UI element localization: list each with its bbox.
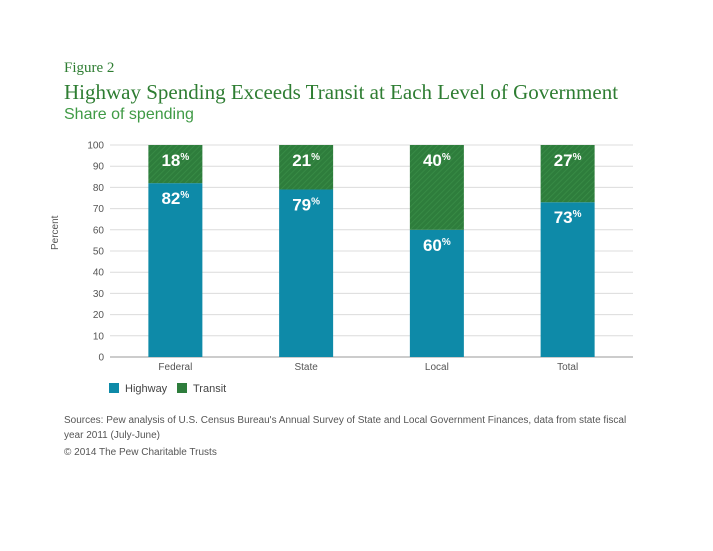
stacked-bar-chart: 82% 18% 79% 21% 60% 40% 73% 27% 0 10 20 30 40 50 60 70… [87, 141, 633, 374]
figure-label: Figure 2 [64, 60, 115, 76]
data-label-transit-local: 40% [423, 151, 451, 170]
y-tick-label-50: 50 [93, 247, 105, 258]
y-tick-label-90: 90 [93, 162, 105, 173]
data-label-highway-state: 79% [292, 196, 320, 215]
legend-item-transit: Transit [177, 383, 226, 395]
legend-label-highway: Highway [125, 383, 168, 395]
legend-swatch-highway [109, 383, 119, 393]
legend-item-highway: Highway [109, 383, 167, 395]
data-label-transit-total: 27% [554, 151, 582, 170]
x-tick-label-local: Local [425, 362, 449, 373]
bar-highway-federal [148, 183, 203, 357]
y-tick-label-60: 60 [93, 225, 105, 236]
legend-label-transit: Transit [193, 383, 227, 395]
y-tick-label-80: 80 [93, 183, 105, 194]
data-label-highway-total: 73% [554, 208, 582, 227]
x-tick-label-federal: Federal [158, 362, 192, 373]
data-label-highway-local: 60% [423, 236, 451, 255]
y-axis-label: Percent [50, 215, 61, 250]
data-label-highway-federal: 82% [161, 189, 189, 208]
y-tick-label-20: 20 [93, 310, 105, 321]
y-tick-label-70: 70 [93, 204, 105, 215]
x-tick-label-state: State [294, 362, 318, 373]
data-label-transit-federal: 18% [161, 151, 189, 170]
bar-transit-total [540, 145, 595, 203]
y-tick-label-40: 40 [93, 268, 105, 279]
bar-transit-local [409, 145, 464, 230]
bars: 82% 18% 79% 21% 60% 40% 73% 27% [148, 145, 595, 357]
legend-swatch-transit [177, 383, 187, 393]
bar-highway-total [540, 202, 595, 357]
chart-title: Highway Spending Exceeds Transit at Each… [64, 80, 619, 104]
data-label-transit-state: 21% [292, 151, 320, 170]
y-tick-label-10: 10 [93, 331, 105, 342]
sources-note: Sources: Pew analysis of U.S. Census Bur… [64, 415, 627, 441]
chart-subtitle: Share of spending [64, 106, 194, 123]
bar-transit-state [279, 145, 334, 190]
y-tick-label-30: 30 [93, 289, 105, 300]
y-tick-label-0: 0 [98, 353, 104, 364]
y-tick-label-100: 100 [87, 141, 104, 152]
copyright-note: © 2014 The Pew Charitable Trusts [64, 447, 217, 458]
axes: 0 10 20 30 40 50 60 70 80 90 100 Federal State Local T… [87, 141, 578, 374]
x-tick-label-total: Total [557, 362, 578, 373]
bar-highway-local [409, 229, 464, 357]
bar-transit-federal [148, 145, 203, 184]
bar-highway-state [279, 189, 334, 357]
